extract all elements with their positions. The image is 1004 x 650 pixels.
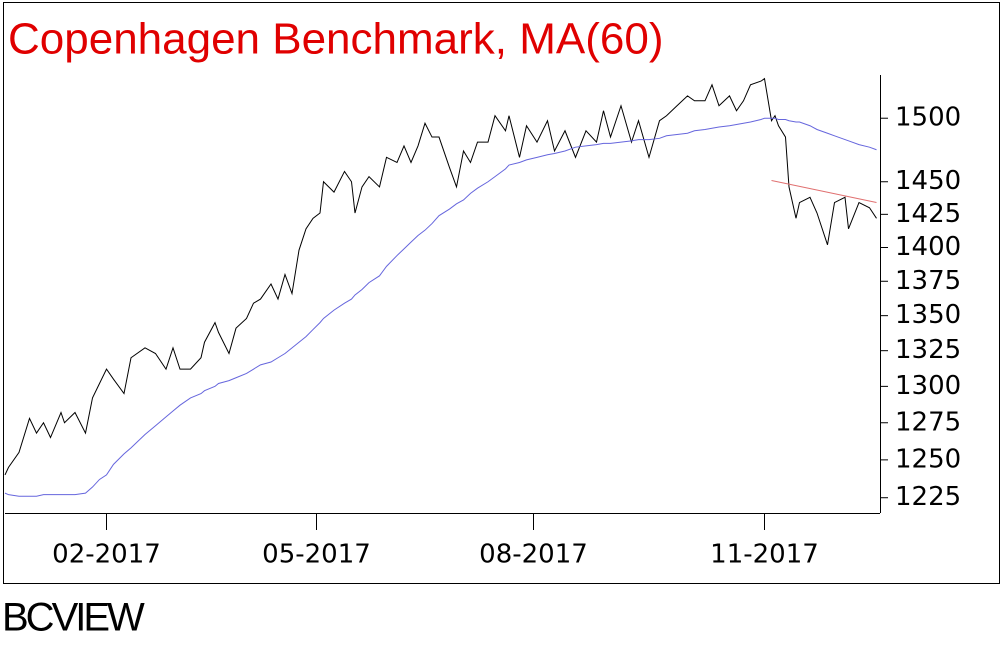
series-line (771, 179, 877, 204)
y-tick-label: 1500 (895, 103, 961, 133)
series-line (4, 117, 877, 497)
x-tick-label: 05-2017 (262, 540, 371, 570)
y-tick-label: 1325 (895, 335, 961, 365)
x-tick-label: 02-2017 (52, 540, 161, 570)
y-tick-label: 1300 (895, 371, 961, 401)
y-tick-label: 1400 (895, 232, 961, 262)
y-tick-label: 1425 (895, 199, 961, 229)
y-tick-label: 1250 (895, 444, 961, 474)
y-tick-label: 1375 (895, 266, 961, 296)
series-line (4, 77, 877, 476)
y-tick-label: 1450 (895, 166, 961, 196)
y-tick-label: 1275 (895, 407, 961, 437)
x-tick-label: 11-2017 (710, 540, 819, 570)
y-tick-label: 1350 (895, 300, 961, 330)
chart-title: Copenhagen Benchmark, MA(60) (8, 15, 663, 64)
chart-frame (3, 2, 1000, 584)
y-tick-label: 1225 (895, 482, 961, 512)
watermark: BCVIEW (2, 596, 145, 640)
x-tick-label: 08-2017 (479, 540, 588, 570)
